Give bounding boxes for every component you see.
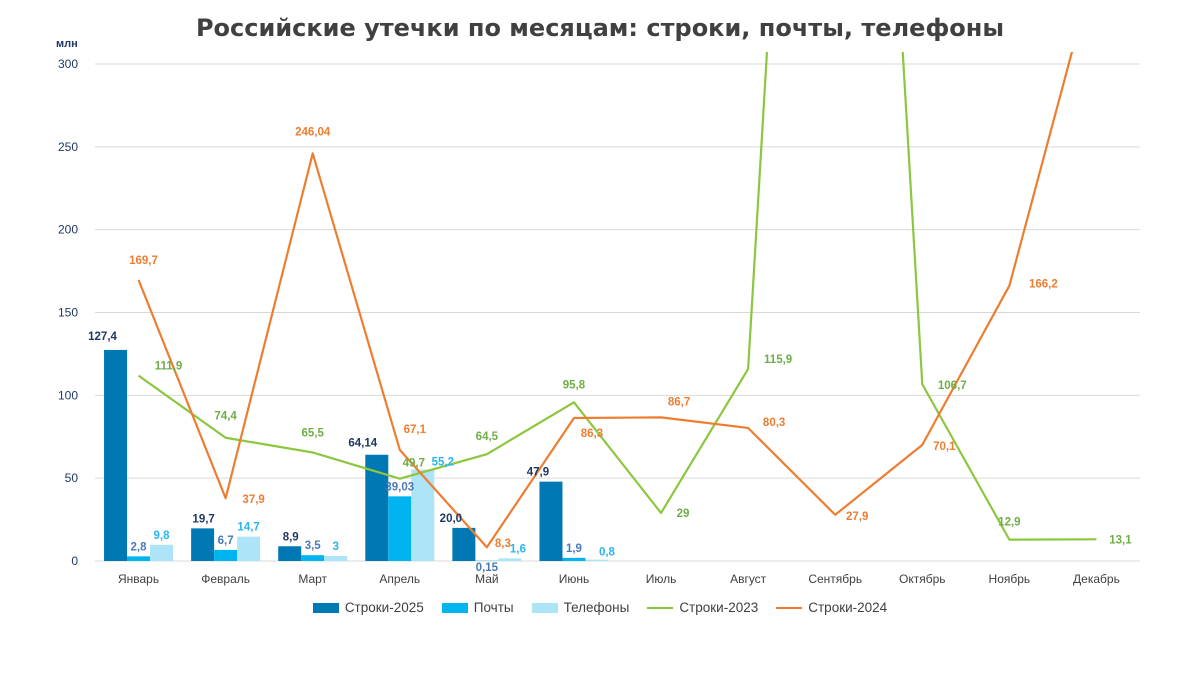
legend-item: Строки-2023 [647,600,758,615]
line-label: 8,3 [495,538,511,550]
bar-label: 55,2 [432,457,454,469]
line-label: 86,3 [581,428,603,440]
bar-0-1 [191,528,215,561]
line-label: 13,1 [1109,534,1132,546]
line-label: 80,3 [763,417,785,429]
line-label: 111,9 [155,361,183,373]
bar-1-5 [562,557,586,561]
line-label: 65,5 [302,427,325,439]
bar-label: 39,03 [385,481,414,493]
line-label: 37,9 [242,494,264,506]
legend-label: Строки-2024 [808,600,888,615]
bar-label: 1,6 [510,543,526,555]
x-tick-label: Март [298,572,327,586]
line-label: 246,04 [295,126,331,138]
legend-item: Строки-2025 [312,600,424,615]
y-tick-label: 0 [71,554,78,568]
bar-label: 20,0 [440,513,462,525]
x-tick-label: Август [730,572,767,586]
bar-2-2 [324,556,348,561]
bar-label: 19,7 [192,513,214,525]
legend-swatch [531,602,558,613]
bar-label: 3,5 [305,540,322,552]
line-label: 74,4 [214,411,237,423]
line-label: 67,1 [404,424,427,436]
chart-title: Российские утечки по месяцам: строки, по… [195,14,1005,42]
line-label: 169,7 [129,255,158,267]
bar-label: 47,9 [527,467,549,479]
legend-item: Телефоны [531,600,630,615]
x-tick-label: Декабрь [1073,572,1120,586]
bar-0-0 [104,349,128,561]
line-0 [137,52,1097,541]
line-label: 12,9 [998,517,1020,529]
line-label: 95,8 [563,379,586,391]
bar-label: 0,8 [599,547,616,559]
y-tick-label: 100 [58,388,78,402]
x-tick-label: Июль [646,572,677,586]
bar-label: 0,15 [476,562,499,574]
bar-2-4 [498,558,522,561]
bar-0-4 [452,527,476,561]
y-unit-label: млн [56,38,78,50]
x-tick-label: Январь [118,572,159,586]
line-label: 115,9 [764,354,792,366]
legend-label: Строки-2025 [344,600,424,615]
bar-1-2 [301,555,325,561]
bar-label: 2,8 [131,541,148,553]
bar-1-3 [388,496,412,561]
bar-0-2 [278,546,302,561]
legend-swatch [776,606,803,609]
y-tick-label: 150 [58,306,78,320]
bar-label: 3 [333,541,339,553]
x-tick-label: Июнь [559,572,590,586]
bar-2-5 [585,559,609,561]
bar-0-3 [365,454,389,561]
line-label: 86,7 [668,396,690,408]
line-label: 70,1 [933,441,956,453]
legend-item: Строки-2024 [776,600,887,615]
bar-2-1 [237,536,261,561]
x-tick-label: Сентябрь [808,572,862,586]
y-tick-label: 300 [58,57,78,71]
legend: Строки-2025 Почты Телефоны Строки-2023 Строк… [0,600,1200,615]
bar-label: 9,8 [154,530,171,542]
bar-label: 64,14 [348,438,377,450]
bar-label: 6,7 [218,535,234,547]
y-tick-label: 250 [58,140,78,154]
line-label: 27,9 [846,511,868,523]
legend-swatch [647,606,674,609]
legend-label: Почты [473,600,514,615]
line-label: 29 [677,508,690,520]
y-tick-label: 200 [58,223,78,237]
bar-2-3 [411,469,435,561]
legend-swatch [312,602,339,613]
legend-label: Телефоны [563,600,630,615]
line-label: 106,7 [938,380,967,392]
legend-label: Строки-2023 [679,600,759,615]
y-tick-label: 50 [65,471,79,485]
bar-label: 14,7 [237,522,259,534]
x-tick-label: Октябрь [899,572,946,586]
line-label: 49,7 [403,458,425,470]
bar-1-1 [214,549,238,561]
x-tick-label: Ноябрь [989,572,1031,586]
x-tick-label: Апрель [379,572,420,586]
bar-label: 1,9 [566,543,582,555]
legend-item: Почты [441,600,514,615]
bar-label: 127,4 [88,331,117,343]
bar-1-0 [127,556,151,561]
bar-0-5 [539,481,563,561]
line-label: 166,2 [1029,279,1058,291]
legend-swatch [441,602,468,613]
bar-label: 8,9 [283,531,299,543]
line-1 [137,52,1074,549]
line-label: 64,5 [476,431,499,443]
bar-2-0 [150,544,174,561]
x-tick-label: Февраль [201,572,250,586]
x-tick-label: Май [475,572,499,586]
